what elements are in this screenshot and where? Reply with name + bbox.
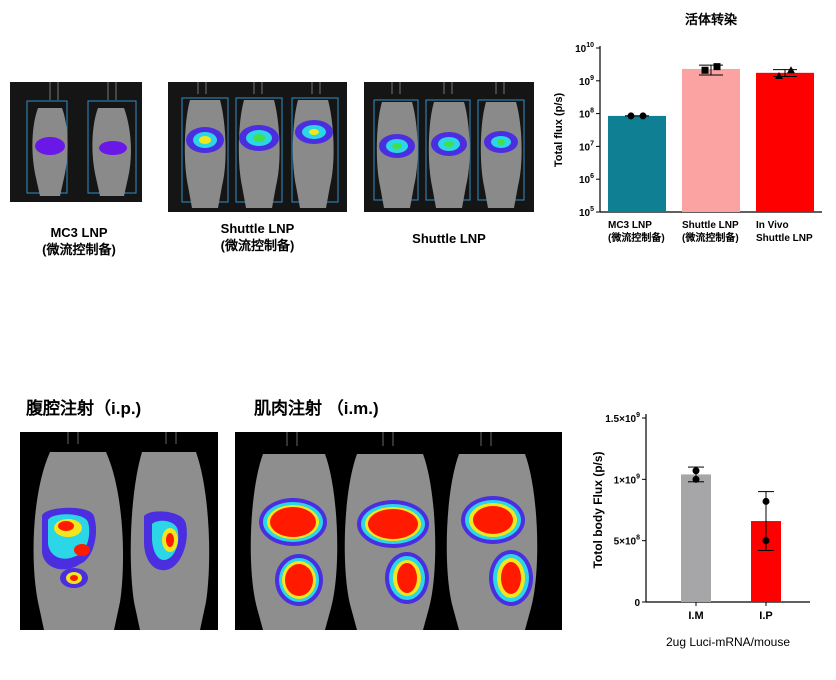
imaging-panel-ip xyxy=(20,432,218,630)
mouse-image-mc3 xyxy=(26,82,137,196)
imaging-panel-shuttle xyxy=(364,82,534,212)
heading-intraperitoneal: 腹腔注射（i.p.) xyxy=(26,399,142,418)
imaging-panel-shuttle-microfluidic xyxy=(168,82,347,212)
y-tick-label: 5×108 xyxy=(614,535,641,548)
chart-title: 活体转染 xyxy=(685,12,738,27)
caption-shuttle-lnp-microfluidic: Shuttle LNP (微流控制备) xyxy=(180,220,335,254)
mouse-image-im xyxy=(250,432,538,630)
y-tick-label: 1×109 xyxy=(614,473,641,486)
y-tick-label: 108 xyxy=(579,108,594,121)
signal-mouse-2 xyxy=(357,500,429,604)
data-point xyxy=(627,112,635,120)
caption-shuttle-lnp: Shuttle LNP xyxy=(374,230,524,247)
y-tick-label: 106 xyxy=(579,173,594,186)
caption-line1: MC3 LNP xyxy=(50,225,108,240)
heading-intramuscular: 肌肉注射 （i.m.) xyxy=(254,399,379,418)
x-tick-label: (微流控制备) xyxy=(682,231,739,244)
mouse-image-shuttle-microfluidic xyxy=(181,82,339,208)
x-tick-label: I.M xyxy=(688,610,703,622)
data-point xyxy=(701,66,709,74)
caption-line1: Shuttle LNP xyxy=(412,231,486,246)
imaging-panel-im xyxy=(235,432,562,630)
data-point xyxy=(692,467,700,475)
bar xyxy=(682,68,740,212)
imaging-panel-mc3 xyxy=(10,82,142,202)
y-axis-label: Total flux (p/s) xyxy=(553,92,565,167)
data-point xyxy=(775,72,783,80)
data-point xyxy=(787,66,795,74)
caption-line1: Shuttle LNP xyxy=(220,221,295,236)
chart-in-vivo-transfection: 活体转染 Total flux (p/s) 105 106 107 108 109 1010 M… xyxy=(553,12,822,244)
data-point xyxy=(762,497,770,505)
bar xyxy=(681,474,711,602)
caption-mc3-lnp: MC3 LNP (微流控制备) xyxy=(4,224,154,258)
data-point xyxy=(762,537,770,545)
bar xyxy=(756,72,814,212)
y-tick-label: 107 xyxy=(579,140,594,153)
y-tick-label: 109 xyxy=(579,75,594,88)
data-point xyxy=(639,112,647,120)
caption-line2: (微流控制备) xyxy=(42,242,116,257)
mouse-image-ip xyxy=(33,432,210,630)
y-tick-label: 1.5×109 xyxy=(605,412,640,425)
data-point xyxy=(692,475,700,483)
x-tick-label: (微流控制备) xyxy=(608,231,665,244)
y-tick-label: 1010 xyxy=(575,42,594,55)
data-point xyxy=(713,63,721,71)
signal-mouse-1 xyxy=(259,498,327,606)
y-axis-label: Totol body Flux (p/s) xyxy=(591,451,605,568)
signal-mouse-3 xyxy=(461,496,533,606)
mouse-image-shuttle xyxy=(373,82,525,208)
bar xyxy=(608,115,666,212)
x-tick-label: MC3 LNP xyxy=(608,220,652,231)
x-tick-label: Shuttle LNP xyxy=(756,233,813,244)
x-tick-label: Shuttle LNP xyxy=(682,220,739,231)
chart-total-body-flux: Totol body Flux (p/s) 0 5×108 1×109 1.5×109 I… xyxy=(591,412,810,649)
x-tick-label: I.P xyxy=(759,610,772,622)
x-tick-label: In Vivo xyxy=(756,220,789,231)
y-tick-label: 105 xyxy=(579,206,594,219)
y-tick-label: 0 xyxy=(634,598,640,609)
caption-line2: (微流控制备) xyxy=(220,238,295,253)
x-axis-label: 2ug Luci-mRNA/mouse xyxy=(666,635,790,649)
